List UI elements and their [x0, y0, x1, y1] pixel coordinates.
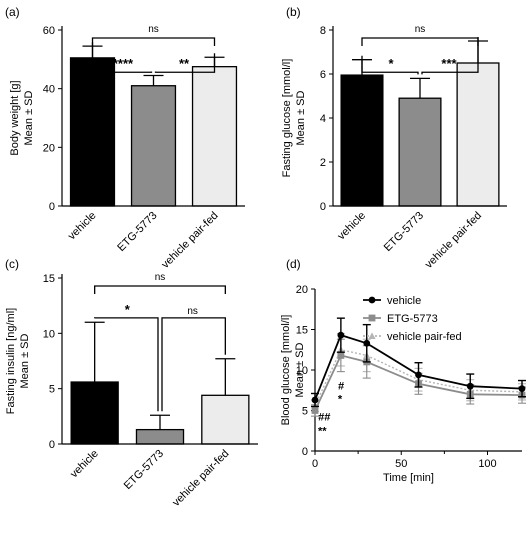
y-axis-label-secondary: Mean ± SD — [295, 90, 307, 145]
bar-panel-0: (a) Body weight [g] Mean ± SD 0 20 40 60 vehicl… — [5, 5, 245, 271]
category-label: ETG-5773 — [122, 448, 166, 492]
y-tick-label: 15 — [43, 273, 55, 285]
significance-bracket — [91, 37, 216, 46]
significance-bracket — [94, 285, 226, 294]
significance-label: ns — [155, 272, 166, 283]
significance-bracket — [91, 42, 153, 73]
bar-0 — [70, 381, 119, 445]
significance-label: *** — [441, 56, 457, 71]
series-point — [337, 331, 345, 339]
series-point — [466, 382, 474, 390]
bar-1 — [130, 85, 177, 207]
legend-marker — [368, 314, 376, 322]
bar-0 — [340, 74, 384, 207]
y-tick-label: 20 — [43, 142, 55, 154]
bar-1 — [135, 428, 185, 445]
panel-label: (a) — [5, 5, 20, 19]
bar-2 — [191, 66, 238, 207]
y-tick-label: 5 — [302, 406, 308, 418]
y-axis-label: Body weight [g] — [9, 80, 21, 155]
significance-bracket — [154, 53, 216, 73]
series-line-2 — [314, 348, 523, 406]
y-axis-label-secondary: Mean ± SD — [294, 342, 306, 397]
significance-annotation: ** — [318, 426, 327, 438]
y-tick-label: 0 — [320, 201, 326, 213]
series-point — [337, 352, 345, 359]
x-tick-label: 100 — [478, 458, 496, 470]
bar-2 — [456, 62, 500, 207]
legend-marker — [368, 332, 376, 339]
series-line-1 — [314, 354, 523, 411]
y-tick-label: 0 — [49, 201, 55, 213]
line-panel-3: (d) Blood glucose [mmol/l] Mean ± SD Time [… — [280, 257, 526, 484]
legend-marker — [368, 296, 376, 304]
significance-label: ** — [179, 56, 190, 71]
significance-bracket — [421, 37, 479, 75]
category-label: vehicle pair-fed — [159, 210, 220, 271]
significance-label: **** — [113, 56, 134, 71]
significance-annotation: * — [338, 393, 343, 405]
bar-2 — [201, 394, 250, 445]
y-axis-label-secondary: Mean ± SD — [23, 90, 35, 145]
significance-bracket — [94, 317, 159, 412]
x-axis-label: Time [min] — [383, 472, 434, 484]
category-label: ETG-5773 — [115, 210, 159, 254]
y-axis-label: Fasting glucose [mmol/l] — [281, 59, 293, 178]
y-tick-label: 4 — [320, 113, 326, 125]
legend-label: vehicle pair-fed — [387, 331, 462, 343]
series-point — [363, 339, 371, 347]
y-axis-label: Blood glucose [mmol/l] — [280, 315, 292, 426]
bar-panel-2: (c) Fasting insulin [ng/ml] Mean ± SD 0 5 10 1… — [5, 257, 258, 509]
bar-1 — [398, 97, 442, 207]
significance-bracket — [361, 55, 419, 75]
significance-label: ns — [148, 24, 159, 35]
significance-label: * — [125, 302, 131, 317]
y-tick-label: 10 — [43, 328, 55, 340]
legend-label: vehicle — [387, 295, 421, 307]
category-label: vehicle — [66, 210, 99, 243]
x-tick-label: 0 — [312, 458, 318, 470]
significance-label: * — [388, 56, 394, 71]
y-tick-label: 6 — [320, 69, 326, 81]
category-label: vehicle pair-fed — [170, 448, 231, 509]
y-axis-label: Fasting insulin [ng/ml] — [5, 308, 17, 414]
series-line-0 — [314, 334, 523, 401]
category-label: vehicle — [68, 448, 101, 481]
bar-panel-1: (b) Fasting glucose [mmol/l] Mean ± SD 0 2 4 6… — [281, 5, 507, 271]
x-tick-label: 50 — [395, 458, 407, 470]
significance-bracket — [361, 37, 479, 46]
y-tick-label: 40 — [43, 84, 55, 96]
category-label: ETG-5773 — [382, 210, 426, 254]
y-tick-label: 8 — [320, 25, 326, 37]
category-label: vehicle — [335, 210, 368, 243]
panel-label: (b) — [286, 5, 301, 19]
legend-label: ETG-5773 — [387, 313, 438, 325]
significance-annotation: ## — [318, 412, 331, 424]
y-tick-label: 0 — [49, 439, 55, 451]
y-tick-label: 60 — [43, 25, 55, 37]
panel-label: (d) — [286, 257, 301, 271]
y-tick-label: 10 — [296, 365, 308, 377]
panel-label: (c) — [5, 257, 19, 271]
y-tick-label: 5 — [49, 384, 55, 396]
y-tick-label: 20 — [296, 284, 308, 296]
significance-label: ns — [187, 306, 198, 317]
bar-0 — [69, 57, 116, 207]
significance-bracket — [161, 317, 226, 412]
series-point — [415, 371, 422, 379]
series-point — [311, 407, 319, 414]
series-point — [518, 385, 526, 393]
y-tick-label: 2 — [320, 157, 326, 169]
significance-label: ns — [415, 24, 426, 35]
significance-annotation: # — [338, 380, 345, 392]
y-axis-label-secondary: Mean ± SD — [19, 333, 31, 388]
series-point — [311, 396, 319, 404]
y-tick-label: 15 — [296, 325, 308, 337]
category-label: vehicle pair-fed — [423, 210, 484, 271]
y-tick-label: 0 — [302, 446, 308, 458]
